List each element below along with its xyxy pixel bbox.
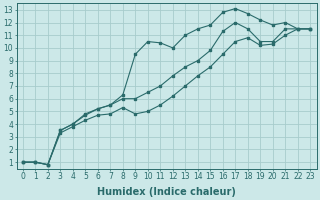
X-axis label: Humidex (Indice chaleur): Humidex (Indice chaleur) (97, 187, 236, 197)
